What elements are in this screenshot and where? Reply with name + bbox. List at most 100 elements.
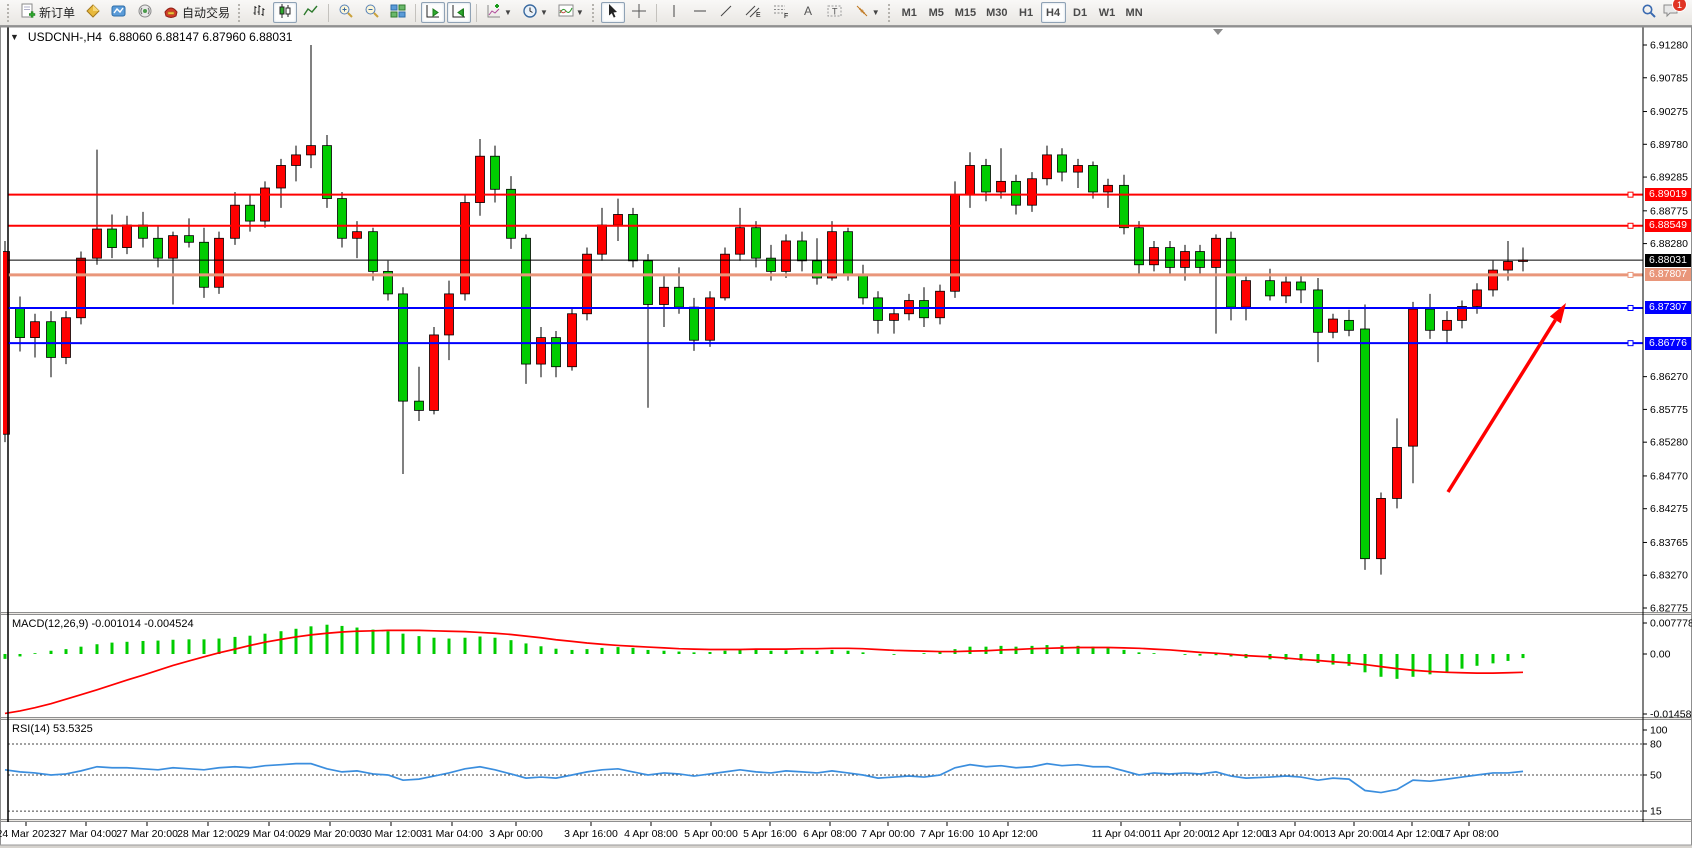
timeframe-W1[interactable]: W1	[1098, 6, 1116, 19]
trendline-button[interactable]	[714, 2, 738, 23]
line-handle[interactable]	[1627, 304, 1634, 311]
candle-bearish	[153, 237, 163, 259]
candle-bearish	[490, 155, 500, 190]
trendline-icon	[718, 3, 734, 22]
new-order-button[interactable]: 新订单	[16, 2, 79, 23]
candle-bearish	[689, 306, 699, 341]
candle-bullish	[781, 240, 791, 272]
cursor-button[interactable]	[600, 2, 625, 23]
timeframe-M15[interactable]: M15	[954, 6, 977, 19]
time-axis-label: 27 Mar 20:00	[116, 828, 178, 840]
auto-trading-button[interactable]: 自动交易	[159, 2, 234, 23]
auto-scroll-button[interactable]	[421, 2, 446, 23]
line-handle[interactable]	[1627, 271, 1634, 278]
main-price-panel	[3, 45, 1528, 575]
macd-axis-label: 0.00	[1650, 649, 1671, 661]
bar-chart-icon	[251, 3, 267, 22]
candle-bullish	[1392, 447, 1402, 499]
timeframe-M5[interactable]: M5	[928, 6, 944, 19]
vertical-line-button[interactable]	[662, 2, 686, 23]
candle-bearish	[521, 237, 531, 365]
candle-bullish	[475, 155, 485, 203]
time-axis-label: 11 Apr 04:00	[1092, 828, 1151, 840]
periods-button[interactable]: ▼	[518, 2, 552, 23]
candle-bullish	[291, 154, 301, 166]
candle-bearish	[812, 260, 822, 279]
annotation-arrow-line[interactable]	[1446, 319, 1557, 493]
dropdown-caret-icon: ▼	[575, 8, 584, 17]
equidistant-channel-button[interactable]: E	[740, 2, 766, 23]
arrows-icon	[854, 3, 870, 22]
text-label-button[interactable]: T	[822, 2, 848, 23]
zoom-in-button[interactable]	[334, 2, 358, 23]
candle-bearish	[1195, 251, 1205, 268]
price-axis-label: 6.85775	[1650, 404, 1688, 416]
candle-bullish	[1073, 165, 1083, 173]
annotation-arrow-head[interactable]	[1549, 303, 1566, 324]
candle-bullish	[1103, 184, 1113, 193]
symbol-dropdown-icon[interactable]: ▼	[10, 32, 19, 42]
horizontal-line-button[interactable]	[688, 2, 712, 23]
candle-bearish	[1088, 165, 1098, 193]
toolbar-grip	[887, 3, 893, 22]
rsi-indicator-label: RSI(14) 53.5325	[12, 723, 93, 735]
vertical-line-icon	[666, 3, 682, 22]
candlestick-chart-button[interactable]	[273, 2, 298, 23]
candle-bearish	[981, 165, 991, 193]
template-icon	[558, 3, 574, 22]
price-axis-label: 6.88280	[1650, 238, 1688, 250]
auto-scroll-icon	[425, 3, 441, 22]
candle-bullish	[92, 228, 102, 259]
candle-bullish	[1042, 154, 1052, 180]
search-button[interactable]	[1637, 2, 1661, 23]
timeframe-H4[interactable]: H4	[1040, 2, 1066, 23]
line-handle[interactable]	[1627, 340, 1634, 347]
line-handle[interactable]	[1627, 191, 1634, 198]
line-chart-button[interactable]	[299, 2, 323, 23]
svg-text:F: F	[784, 13, 788, 19]
text-a-icon: A	[800, 3, 816, 22]
fibonacci-button[interactable]: F	[768, 2, 794, 23]
templates-button[interactable]: ▼	[554, 2, 588, 23]
time-axis-label: 3 Apr 00:00	[489, 828, 543, 840]
line-handle[interactable]	[1627, 222, 1634, 229]
timeframe-D1[interactable]: D1	[1073, 6, 1088, 19]
notifications-button[interactable]: 1	[1662, 0, 1687, 23]
timeframe-M30[interactable]: M30	[986, 6, 1008, 19]
candle-bullish	[168, 235, 178, 259]
time-axis-label: 27 Mar 04:00	[55, 828, 117, 840]
signals-button[interactable]	[133, 2, 157, 23]
crosshair-button[interactable]	[627, 2, 651, 23]
indicators-button[interactable]: ▼	[482, 2, 516, 23]
price-axis-label: 6.86270	[1650, 371, 1688, 383]
timeframe-MN[interactable]: MN	[1125, 6, 1143, 19]
candle-bearish	[1344, 319, 1354, 331]
time-axis-label: 29 Mar 20:00	[299, 828, 361, 840]
price-badge: 6.87807	[1645, 268, 1691, 282]
candle-bullish	[306, 145, 316, 156]
candle-bullish	[1488, 269, 1498, 291]
chart-shift-button[interactable]	[447, 2, 472, 23]
timeframe-M1[interactable]: M1	[901, 6, 917, 19]
zoom-in-icon	[338, 3, 354, 22]
time-axis-label: 11 Apr 20:00	[1151, 828, 1210, 840]
market-depth-button[interactable]	[81, 2, 105, 23]
candle-bearish	[551, 337, 561, 368]
tile-windows-button[interactable]	[386, 2, 410, 23]
text-button[interactable]: A	[796, 2, 820, 23]
timeframe-H1[interactable]: H1	[1019, 6, 1034, 19]
price-badge: 6.88031	[1645, 253, 1691, 267]
rsi-axis-label: 15	[1650, 806, 1662, 818]
zoom-out-button[interactable]	[360, 2, 384, 23]
chart-shift-marker[interactable]	[1213, 29, 1223, 35]
chart-ohlc-readout: ▼ USDCNH-,H4 6.88060 6.88147 6.87960 6.8…	[10, 30, 292, 44]
new-order-icon	[20, 3, 36, 22]
candle-bullish	[1472, 289, 1482, 307]
bar-chart-button[interactable]	[247, 2, 271, 23]
candle-bullish	[1149, 247, 1159, 266]
candle-bearish	[1296, 281, 1306, 291]
charts-window-button[interactable]	[107, 2, 131, 23]
arrows-button[interactable]: ▼	[850, 2, 884, 23]
candle-bearish	[337, 198, 347, 239]
